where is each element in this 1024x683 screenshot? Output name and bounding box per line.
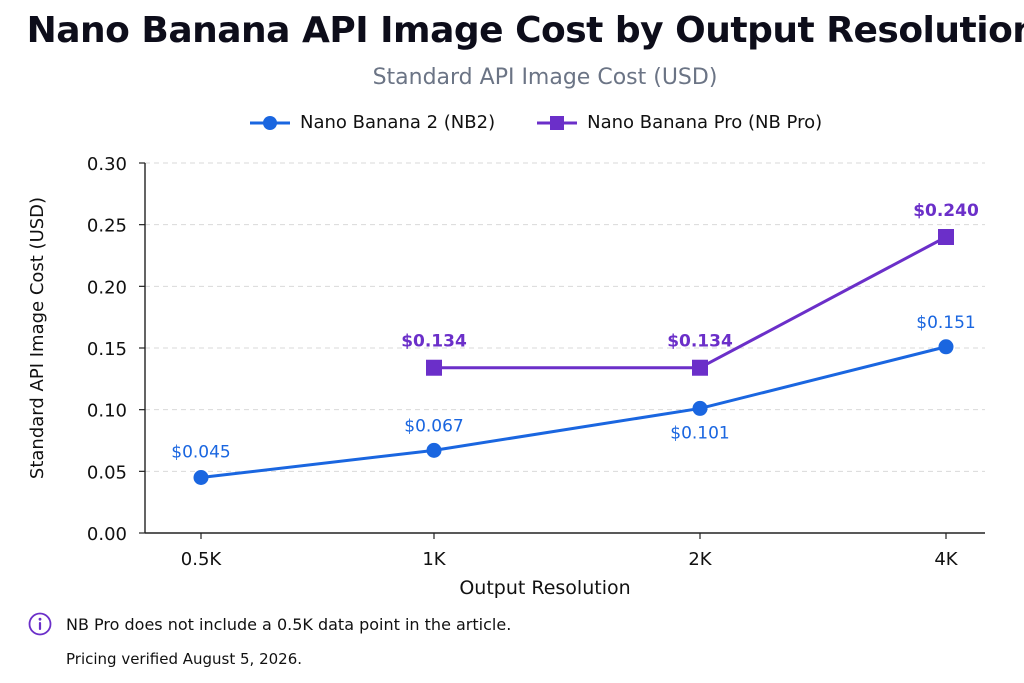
data-point-nbpro [426,359,442,376]
data-point-nbpro [692,359,708,376]
data-label-nbpro: $0.134 [401,332,467,352]
legend-swatch-nbpro [537,115,578,130]
data-point-nb2 [938,339,954,355]
x-tick-label: 0.5K [181,549,223,570]
legend-label-nb2: Nano Banana 2 (NB2) [300,112,496,133]
pricing-verified-text: Pricing verified August 5, 2026. [66,650,303,668]
y-axis-title: Standard API Image Cost (USD) [27,197,48,479]
data-label-nb2: $0.045 [171,443,230,463]
data-point-nbpro [938,229,954,245]
y-tick-label: 0.20 [87,277,127,298]
data-label-nbpro: $0.134 [667,332,733,352]
y-tick-label: 0.10 [87,401,127,422]
legend-label-nbpro: Nano Banana Pro (NB Pro) [587,112,823,133]
chart-title: Nano Banana API Image Cost by Output Res… [26,10,1024,51]
x-tick-label: 2K [688,549,712,570]
data-label-nb2: $0.067 [404,416,463,436]
chart-subtitle: Standard API Image Cost (USD) [372,65,718,90]
data-label-nb2: $0.101 [670,423,729,443]
legend-item-nb2: Nano Banana 2 (NB2) [250,112,495,133]
y-tick-label: 0.25 [87,216,127,237]
footnote: NB Pro does not include a 0.5K data poin… [28,612,511,636]
y-tick-label: 0.15 [87,339,127,360]
y-tick-label: 0.00 [87,524,127,545]
info-icon [28,612,52,636]
legend: Nano Banana 2 (NB2) Nano Banana Pro (NB … [250,112,864,133]
legend-item-nbpro: Nano Banana Pro (NB Pro) [537,112,822,133]
y-tick-label: 0.30 [87,154,127,175]
data-label-nb2: $0.151 [916,313,975,333]
data-point-nb2 [426,442,442,458]
data-label-nbpro: $0.240 [913,201,979,221]
footnote-text: NB Pro does not include a 0.5K data poin… [66,614,512,634]
y-tick-label: 0.05 [87,462,127,483]
series-line-nb2 [200,345,947,479]
x-tick-label: 4K [934,549,958,570]
legend-swatch-nb2 [250,115,290,130]
data-point-nb2 [193,470,209,485]
data-point-nb2 [692,400,708,416]
x-axis-title: Output Resolution [459,577,630,599]
x-tick-label: 1K [422,549,446,570]
